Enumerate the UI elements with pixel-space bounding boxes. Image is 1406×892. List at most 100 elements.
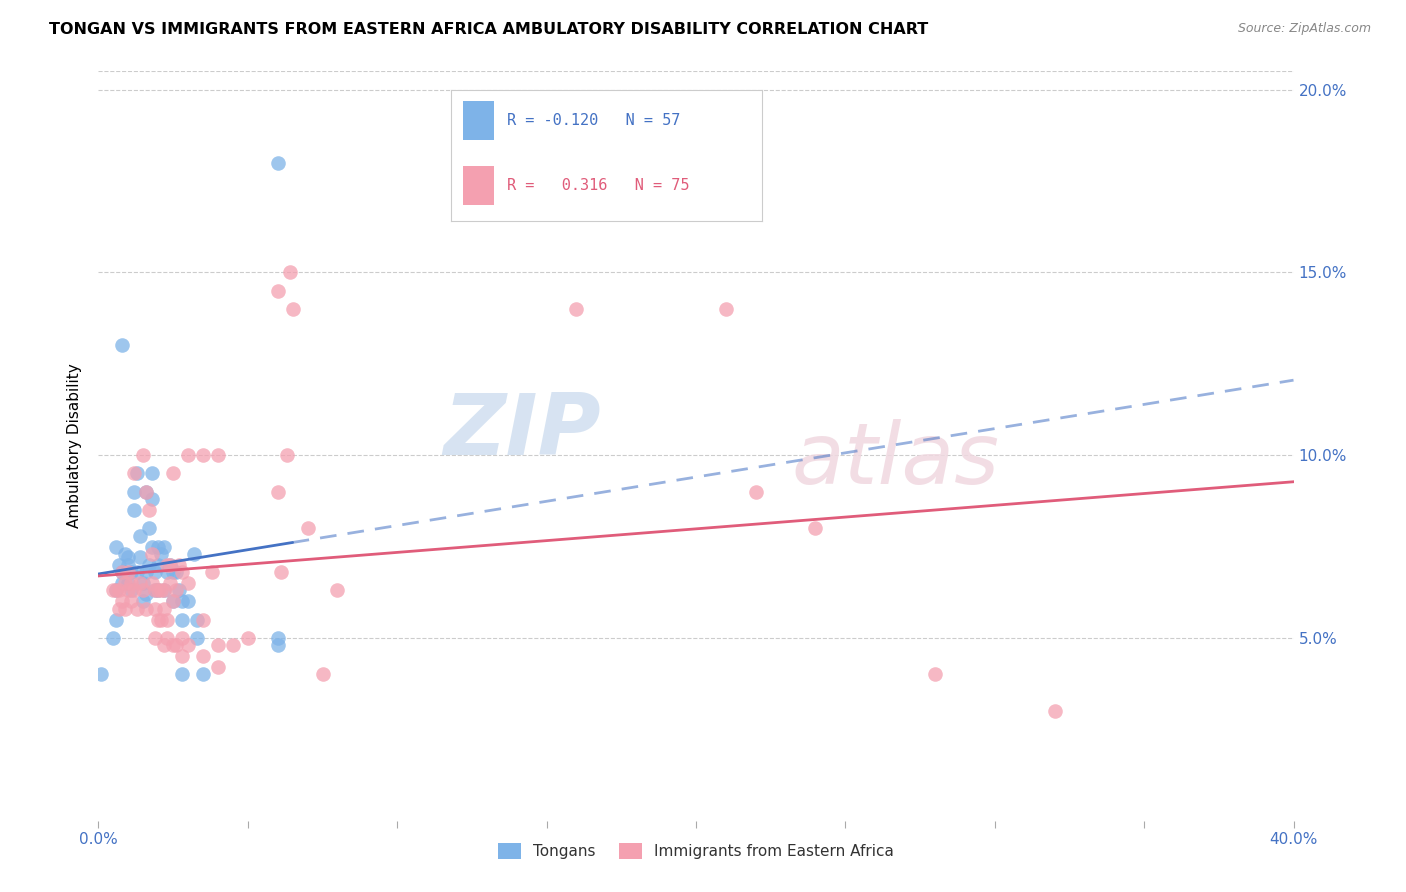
Text: atlas: atlas xyxy=(792,419,1000,502)
Point xyxy=(165,638,187,652)
Text: ZIP: ZIP xyxy=(443,390,600,473)
Point xyxy=(183,547,205,561)
Point xyxy=(135,484,157,499)
Point xyxy=(143,601,166,615)
Point xyxy=(108,583,131,598)
Point xyxy=(162,467,184,481)
Point xyxy=(127,565,149,579)
Point xyxy=(267,155,290,169)
Point xyxy=(111,565,134,579)
Point xyxy=(135,565,157,579)
Point xyxy=(143,583,166,598)
Point xyxy=(1043,704,1066,718)
Point xyxy=(167,558,190,572)
Point xyxy=(135,484,157,499)
Point xyxy=(103,631,125,645)
Point xyxy=(114,601,136,615)
Point xyxy=(138,503,160,517)
Point xyxy=(165,565,187,579)
Point xyxy=(162,594,184,608)
Point xyxy=(117,576,139,591)
Point xyxy=(153,638,176,652)
Point xyxy=(270,565,292,579)
Point xyxy=(167,583,190,598)
Point xyxy=(117,558,139,572)
Point xyxy=(153,583,176,598)
Point xyxy=(153,583,176,598)
Point xyxy=(924,667,946,681)
Point xyxy=(267,638,290,652)
Point xyxy=(162,594,184,608)
Point xyxy=(108,558,131,572)
Point xyxy=(114,547,136,561)
Point xyxy=(148,540,170,554)
Point xyxy=(138,521,160,535)
Point xyxy=(111,338,134,352)
Point xyxy=(207,660,229,674)
Point xyxy=(326,583,349,598)
Point xyxy=(186,613,208,627)
Point xyxy=(159,558,181,572)
Point xyxy=(124,467,146,481)
Point xyxy=(108,601,131,615)
Point xyxy=(141,576,163,591)
Point xyxy=(148,583,170,598)
Point xyxy=(267,631,290,645)
Point xyxy=(117,583,139,598)
Text: TONGAN VS IMMIGRANTS FROM EASTERN AFRICA AMBULATORY DISABILITY CORRELATION CHART: TONGAN VS IMMIGRANTS FROM EASTERN AFRICA… xyxy=(49,22,928,37)
Point xyxy=(117,550,139,565)
Point xyxy=(143,565,166,579)
Point xyxy=(105,613,128,627)
Point xyxy=(105,583,128,598)
Point xyxy=(745,484,768,499)
Point xyxy=(135,601,157,615)
Point xyxy=(141,540,163,554)
Point xyxy=(114,565,136,579)
Point xyxy=(103,583,125,598)
Point xyxy=(120,594,142,608)
Point xyxy=(153,601,176,615)
Point xyxy=(90,667,112,681)
Point xyxy=(111,576,134,591)
Point xyxy=(191,448,214,462)
Point xyxy=(162,638,184,652)
Point xyxy=(129,576,152,591)
Point xyxy=(156,613,179,627)
Point xyxy=(267,284,290,298)
Point xyxy=(105,540,128,554)
Point xyxy=(124,503,146,517)
Point xyxy=(135,587,157,601)
Point xyxy=(714,301,737,316)
Text: Source: ZipAtlas.com: Source: ZipAtlas.com xyxy=(1237,22,1371,36)
Point xyxy=(177,448,200,462)
Point xyxy=(148,583,170,598)
Point xyxy=(311,667,333,681)
Point xyxy=(141,547,163,561)
Point xyxy=(165,583,187,598)
Point xyxy=(129,528,152,542)
Point xyxy=(186,631,208,645)
Point xyxy=(804,521,827,535)
Point xyxy=(236,631,259,645)
Point xyxy=(132,583,155,598)
Point xyxy=(177,594,200,608)
Point xyxy=(129,550,152,565)
Point xyxy=(111,594,134,608)
Point xyxy=(120,565,142,579)
Point xyxy=(172,631,194,645)
Point xyxy=(191,649,214,664)
Point xyxy=(132,448,155,462)
Point xyxy=(141,467,163,481)
Point xyxy=(207,448,229,462)
Point xyxy=(148,558,170,572)
Point xyxy=(114,576,136,591)
Point xyxy=(156,558,179,572)
Point xyxy=(120,583,142,598)
Point xyxy=(156,565,179,579)
Point xyxy=(281,301,304,316)
Point xyxy=(172,667,194,681)
Point xyxy=(191,613,214,627)
Point xyxy=(148,613,170,627)
Point xyxy=(276,448,298,462)
Point xyxy=(150,583,173,598)
